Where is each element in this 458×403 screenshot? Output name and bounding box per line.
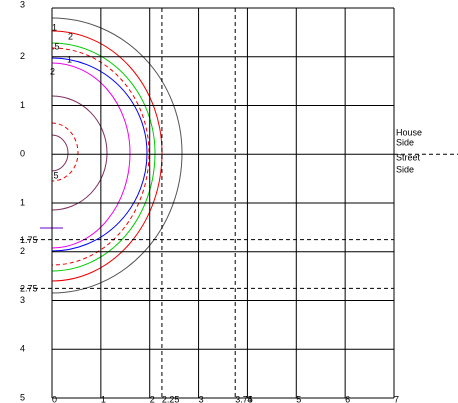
contour <box>51 122 79 182</box>
y-tick-label: 0 <box>20 149 25 159</box>
contour-label: .5 <box>52 41 60 51</box>
x-tick-label: 1 <box>101 394 106 403</box>
y-tick-label: 1 <box>20 197 25 207</box>
y-tick-label: 3 <box>20 295 25 305</box>
side-label: House <box>396 127 422 137</box>
side-label: Side <box>396 137 414 147</box>
y-tick-label: 1.75 <box>20 235 38 245</box>
contour <box>51 95 108 211</box>
y-tick-label: 3 <box>20 0 25 9</box>
contour-label: 1 <box>67 54 72 64</box>
contour <box>51 134 69 172</box>
side-label: Side <box>396 164 414 174</box>
contour-label: 1 <box>52 22 57 32</box>
y-tick-label: 2.75 <box>20 284 38 294</box>
y-tick-label: 1 <box>20 100 25 110</box>
x-tick-label: 3 <box>199 394 204 403</box>
x-tick-label: 2.25 <box>162 394 180 403</box>
contour-label: 2 <box>50 66 55 76</box>
x-tick-label: 3.75 <box>235 394 253 403</box>
contour <box>51 17 183 294</box>
x-tick-label: 7 <box>394 394 399 403</box>
contour <box>51 62 131 249</box>
x-tick-label: 5 <box>296 394 301 403</box>
x-tick-label: 6 <box>345 394 350 403</box>
y-tick-label: 4 <box>20 344 25 354</box>
y-tick-label: 2 <box>20 246 25 256</box>
side-label: Street <box>396 152 421 162</box>
contour-label: .5 <box>51 170 59 180</box>
y-tick-label: 2 <box>20 51 25 61</box>
contour <box>51 30 163 282</box>
contour-label: 2 <box>68 31 73 41</box>
y-tick-label: 5 <box>20 392 25 402</box>
x-tick-label: 0 <box>52 394 57 403</box>
x-tick-label: 2 <box>150 394 155 403</box>
x-tick-label: 4 <box>247 394 252 403</box>
